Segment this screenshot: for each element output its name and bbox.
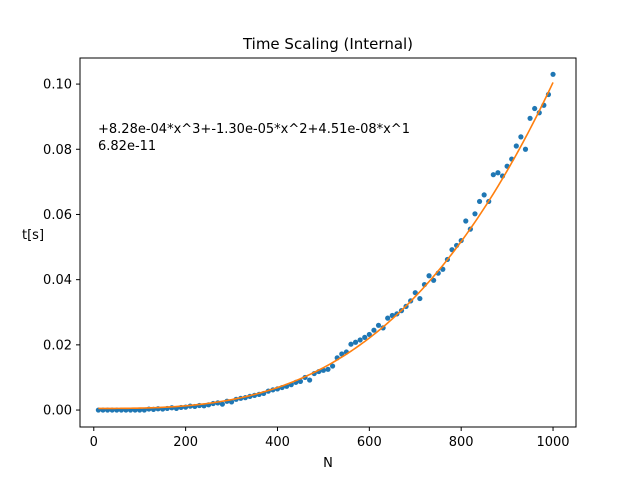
data-point: [463, 218, 469, 224]
x-tick-label: 200: [173, 435, 198, 450]
plot-area: [95, 71, 556, 413]
data-point: [307, 377, 313, 383]
data-point: [472, 211, 478, 217]
data-point: [550, 71, 556, 77]
data-point: [481, 192, 487, 198]
data-point: [362, 334, 368, 340]
data-point: [426, 273, 432, 279]
fit-equation-line-1: +8.28e-04*x^3+-1.30e-05*x^2+4.51e-08*x^1: [98, 122, 410, 137]
fit-curve: [98, 82, 554, 410]
axes-frame: [79, 57, 577, 428]
data-point: [366, 331, 372, 338]
y-tick-label: 0.06: [43, 208, 72, 223]
y-tick-label: 0.00: [43, 404, 72, 419]
data-point: [219, 401, 225, 407]
x-tick-label: 0: [90, 435, 98, 450]
y-tick-label: 0.10: [43, 78, 72, 93]
y-tick-label: 0.08: [43, 143, 72, 158]
fit-equation-line-2: 6.82e-11: [98, 139, 156, 154]
data-point: [518, 134, 524, 140]
x-tick-label: 600: [357, 435, 382, 450]
data-point: [490, 172, 496, 178]
y-axis-ticks: 0.00 0.02 0.04 0.06 0.08 0.10: [43, 78, 80, 419]
x-axis-label: N: [323, 456, 333, 471]
chart-title: Time Scaling (Internal): [242, 35, 413, 53]
data-point: [495, 170, 501, 176]
data-point: [513, 143, 519, 149]
y-tick-label: 0.04: [43, 273, 72, 288]
y-axis-label: t[s]: [22, 228, 44, 243]
x-tick-label: 800: [449, 435, 474, 450]
data-point: [329, 363, 336, 369]
data-point: [532, 105, 538, 112]
x-axis-ticks: 0 200 400 600 800 1000: [90, 427, 570, 450]
data-point: [371, 327, 377, 333]
data-point: [352, 339, 359, 345]
x-tick-label: 1000: [536, 435, 569, 450]
data-point: [412, 290, 418, 296]
data-point: [522, 146, 529, 152]
data-point: [417, 295, 423, 302]
data-point: [348, 341, 354, 347]
x-tick-label: 400: [265, 435, 290, 450]
data-point: [476, 198, 483, 205]
data-point: [385, 315, 391, 321]
data-point: [357, 337, 363, 343]
data-point: [339, 351, 345, 357]
data-point: [527, 115, 533, 121]
data-point: [375, 322, 382, 328]
data-point: [325, 366, 331, 372]
y-tick-label: 0.02: [43, 338, 72, 353]
